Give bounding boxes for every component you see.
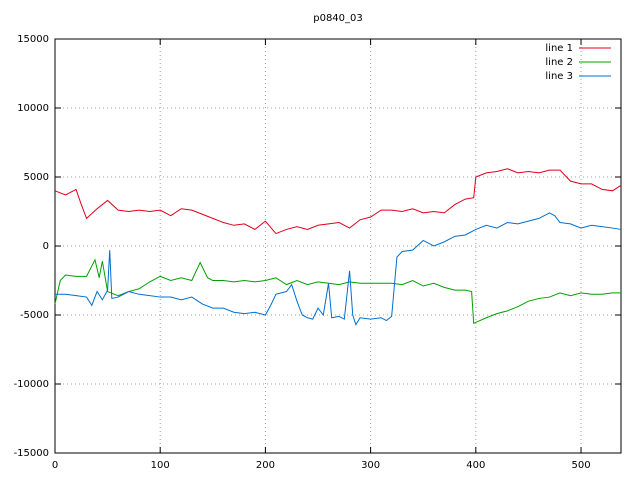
y-tick-label: 10000 (17, 103, 49, 114)
y-tick-label: -5000 (20, 310, 49, 321)
legend-label: line 2 (545, 57, 573, 68)
series-line (55, 212, 622, 326)
x-tick-label: 0 (52, 460, 58, 471)
y-tick-label: 5000 (24, 172, 49, 183)
legend-label: line 3 (545, 71, 573, 82)
y-tick-label: 0 (43, 241, 49, 252)
y-tick-label: 15000 (17, 34, 49, 45)
y-tick-label: -10000 (14, 379, 49, 390)
y-tick-label: -15000 (14, 448, 49, 459)
x-tick-label: 100 (151, 460, 170, 471)
plot-frame (54, 38, 622, 454)
x-tick-label: 200 (256, 460, 275, 471)
legend-label: line 1 (545, 43, 573, 54)
x-tick-label: 400 (466, 460, 485, 471)
series-line (54, 168, 622, 235)
x-tick-label: 500 (571, 460, 590, 471)
x-tick-label: 300 (361, 460, 380, 471)
chart-title: p0840_03 (313, 13, 363, 24)
